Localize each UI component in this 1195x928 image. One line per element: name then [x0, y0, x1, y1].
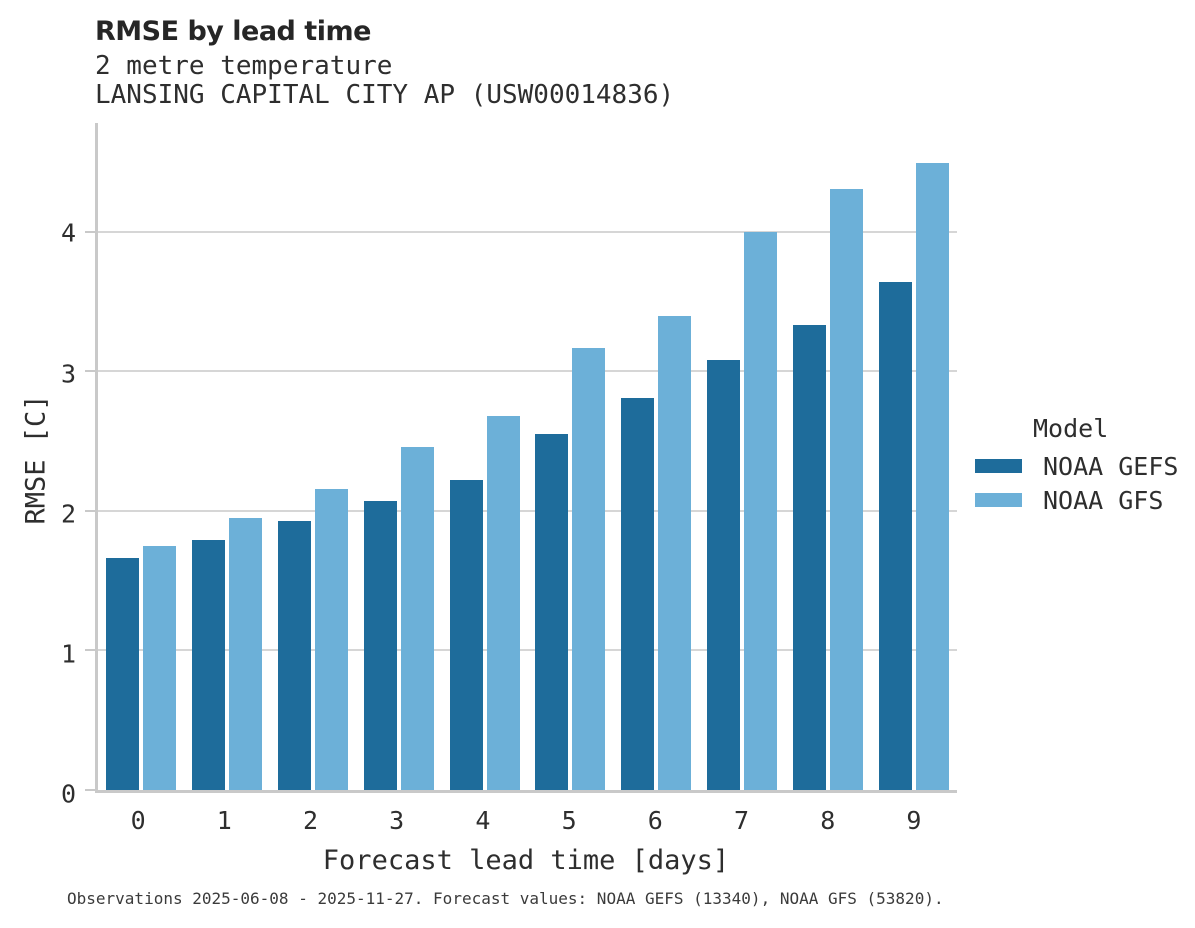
y-axis-tick-labels: 0 1 2 3 4 [0, 123, 76, 807]
bar-noaa-gfs-day-3 [400, 446, 434, 790]
y-tick-mark-4 [85, 230, 95, 233]
legend-item-label: NOAA GFS [1043, 485, 1164, 515]
x-tick-label-8: 8 [820, 806, 836, 835]
bar-noaa-gefs-day-5 [535, 434, 569, 790]
bars-container [98, 123, 957, 790]
gridline-y-3 [98, 370, 957, 373]
y-tick-label-1: 1 [60, 639, 76, 669]
bar-noaa-gefs-day-2 [277, 520, 311, 790]
bar-group-day-1 [184, 123, 270, 790]
bar-noaa-gfs-day-2 [314, 488, 348, 790]
chart-subtitle-variable: 2 metre temperature [95, 51, 393, 81]
x-tick-label-6: 6 [647, 806, 663, 835]
bar-noaa-gefs-day-6 [621, 397, 655, 790]
bar-group-day-0 [98, 123, 184, 790]
bar-noaa-gfs-day-4 [486, 416, 520, 790]
legend-swatch-noaa-gefs [975, 459, 1022, 473]
x-axis-label: Forecast lead time [days] [322, 845, 730, 876]
legend-title: Model [1033, 414, 1109, 443]
y-tick-mark-3 [85, 370, 95, 373]
bar-group-day-7 [699, 123, 785, 790]
x-tick-label-0: 0 [130, 806, 146, 835]
x-tick-label-4: 4 [475, 806, 491, 835]
y-tick-label-4: 4 [60, 218, 76, 248]
chart-title: RMSE by lead time [95, 16, 371, 47]
bar-group-day-9 [871, 123, 957, 790]
plot-area [85, 123, 957, 793]
legend-item-label: NOAA GEFS [1043, 451, 1179, 481]
bar-noaa-gefs-day-9 [879, 282, 913, 790]
bar-noaa-gefs-day-7 [707, 360, 741, 790]
bar-noaa-gfs-day-5 [572, 347, 606, 790]
gridline-y-2 [98, 509, 957, 512]
bar-noaa-gfs-day-6 [658, 315, 692, 790]
legend-item-noaa-gefs: NOAA GEFS [975, 451, 1179, 481]
x-tick-label-5: 5 [561, 806, 577, 835]
bar-noaa-gefs-day-0 [105, 558, 139, 790]
bar-noaa-gfs-day-0 [142, 545, 176, 790]
chart-subtitle-station: LANSING CAPITAL CITY AP (USW00014836) [95, 80, 675, 110]
y-tick-mark-0 [85, 789, 95, 791]
x-axis-tick-labels: 0 1 2 3 4 5 6 7 8 9 [95, 806, 957, 835]
y-tick-label-3: 3 [60, 359, 76, 388]
y-tick-label-2: 2 [60, 499, 76, 529]
legend-swatch-noaa-gfs [975, 493, 1022, 507]
x-tick-label-9: 9 [906, 806, 922, 835]
bar-noaa-gfs-day-1 [228, 517, 262, 790]
x-tick-label-1: 1 [216, 806, 232, 835]
gridline-y-1 [98, 649, 957, 652]
y-tick-mark-2 [85, 509, 95, 512]
legend-items: NOAA GEFS NOAA GFS [975, 451, 1179, 515]
bar-group-day-6 [613, 123, 699, 790]
y-tick-mark-1 [85, 649, 95, 652]
legend: Model NOAA GEFS NOAA GFS [975, 414, 1179, 515]
bar-noaa-gefs-day-8 [793, 325, 827, 790]
bar-noaa-gefs-day-1 [191, 540, 225, 790]
bar-noaa-gfs-day-7 [744, 231, 778, 790]
legend-item-noaa-gfs: NOAA GFS [975, 485, 1178, 515]
bar-noaa-gfs-day-8 [830, 188, 864, 790]
x-tick-label-2: 2 [302, 806, 319, 835]
gridline-y-4 [98, 230, 957, 233]
bar-noaa-gefs-day-4 [449, 480, 483, 790]
bar-noaa-gefs-day-3 [363, 501, 397, 790]
y-tick-label-0: 0 [60, 779, 76, 809]
bar-group-day-2 [270, 123, 356, 790]
caption: Observations 2025-06-08 - 2025-11-27. Fo… [67, 889, 944, 908]
bar-group-day-3 [356, 123, 442, 790]
bar-noaa-gfs-day-9 [916, 163, 950, 790]
bar-group-day-4 [442, 123, 528, 790]
x-tick-label-3: 3 [389, 806, 405, 835]
bar-group-day-5 [528, 123, 614, 790]
x-tick-label-7: 7 [733, 806, 750, 835]
bar-group-day-8 [785, 123, 871, 790]
